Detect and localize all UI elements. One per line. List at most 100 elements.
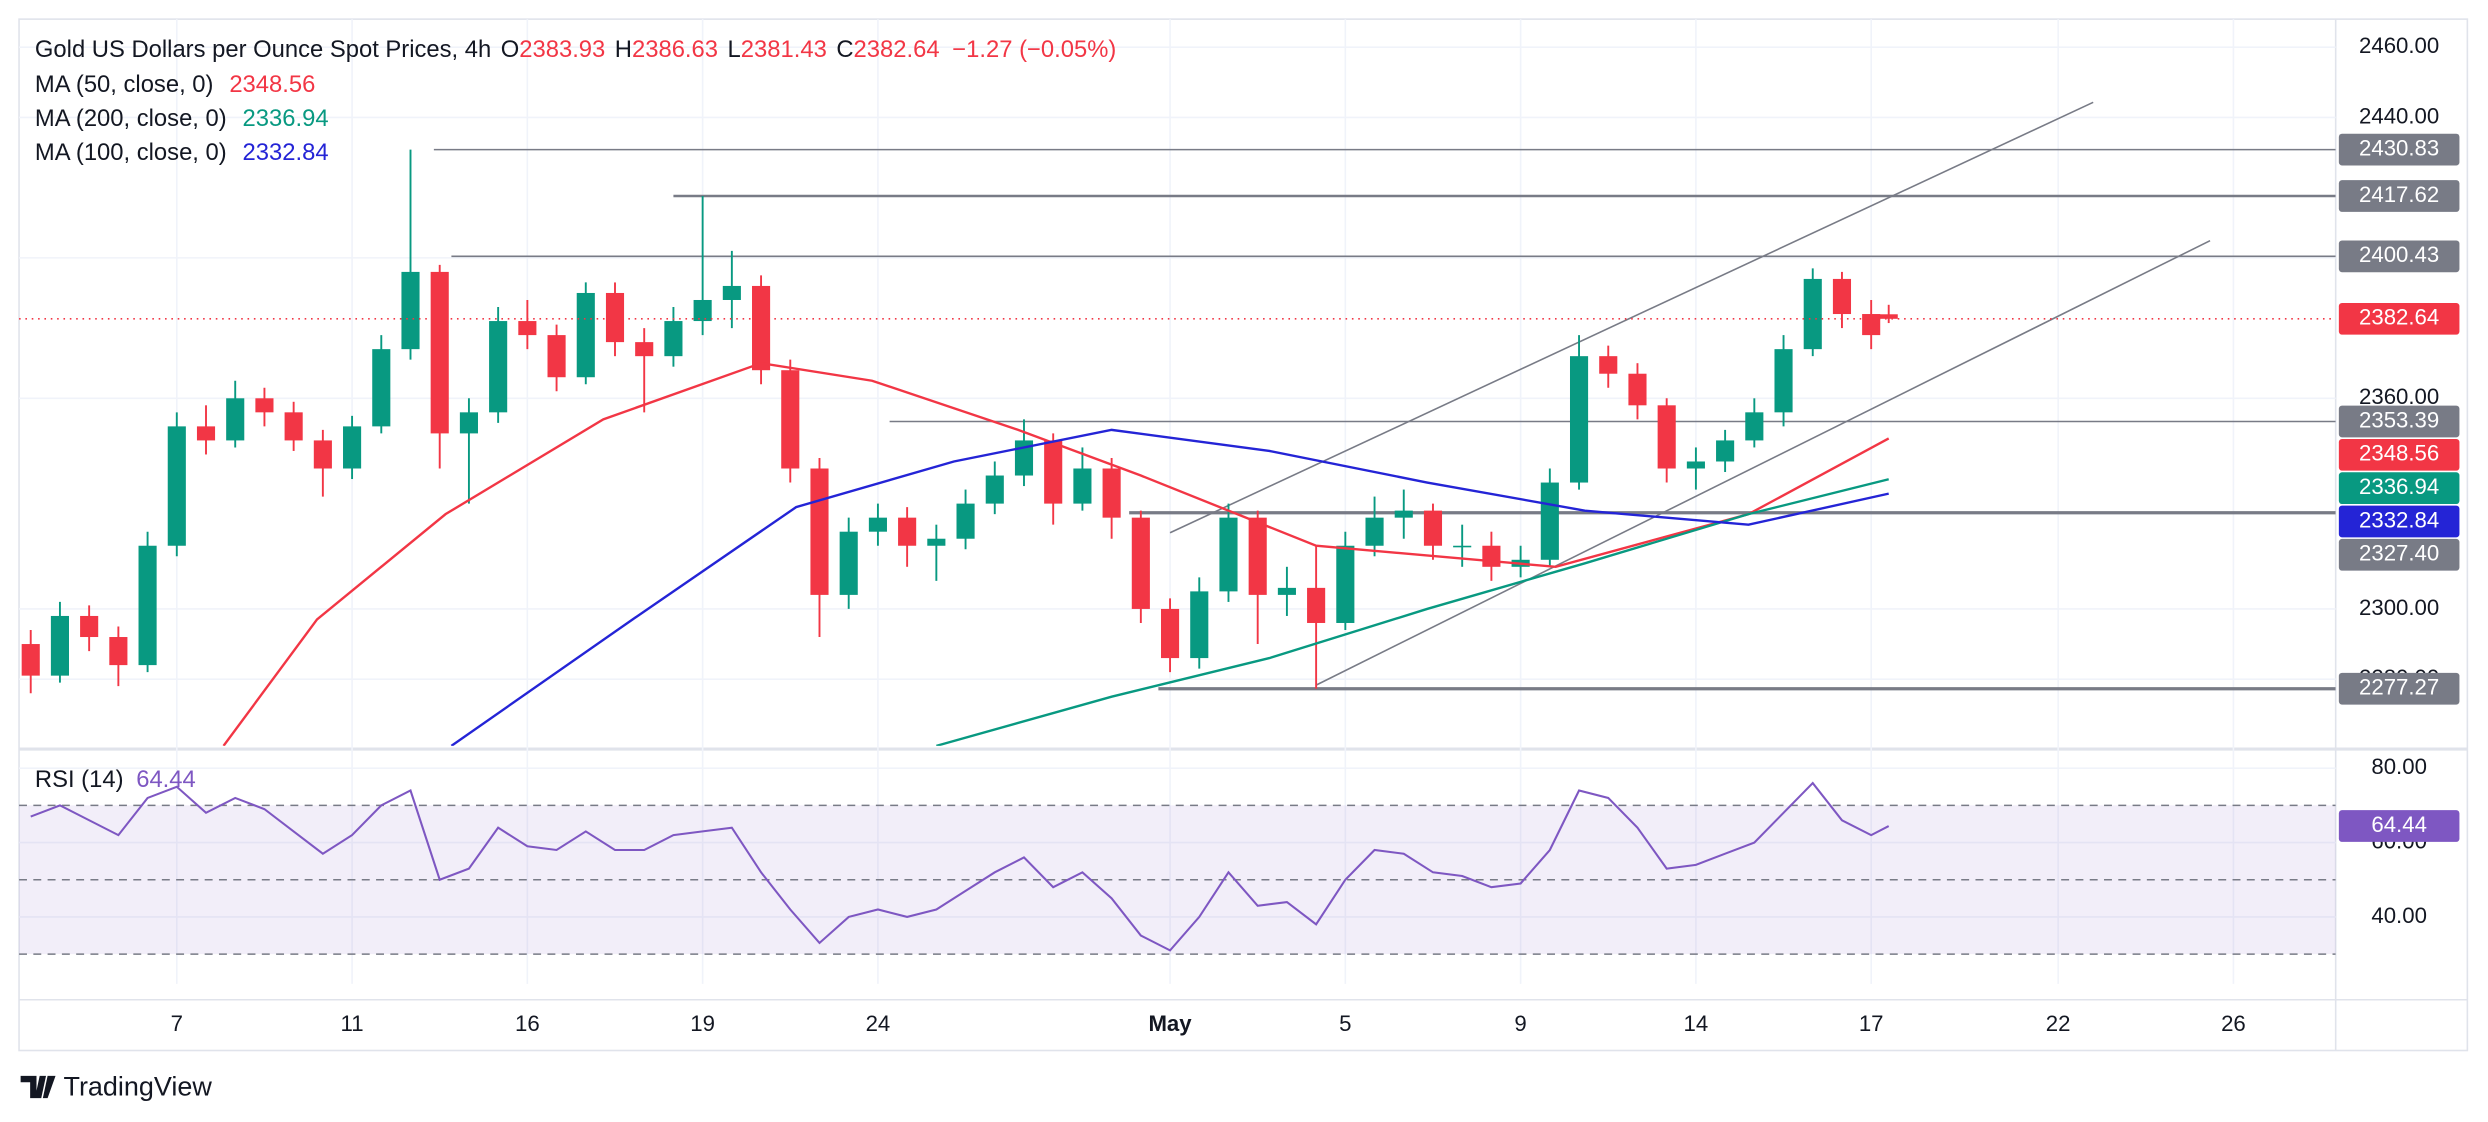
candle-body — [1774, 349, 1793, 413]
price-label: 2430.83 — [2359, 135, 2439, 160]
candle-body — [1879, 314, 1898, 319]
rsi-name: RSI (14) — [35, 766, 124, 793]
ohlc-prefix: H — [615, 36, 632, 63]
logo: TradingView — [20, 1072, 212, 1102]
candle-body — [635, 342, 654, 357]
legend-entry: MA (50, close, 0) 2348.56 — [35, 71, 315, 98]
ohlc-prefix: C — [836, 36, 853, 63]
candle-body — [547, 335, 566, 378]
candle-body — [1686, 461, 1705, 469]
candle-body — [80, 615, 99, 638]
candle-body — [810, 468, 829, 595]
candle-body — [1248, 517, 1267, 595]
logo-icon — [20, 1075, 56, 1099]
price-label: 2382.64 — [2359, 305, 2439, 330]
x-tick-label: 11 — [341, 1011, 364, 1036]
x-tick-label: 19 — [690, 1011, 715, 1036]
candle-body — [21, 644, 40, 676]
price-label: 2353.39 — [2359, 407, 2439, 432]
legend-entry: MA (100, close, 0) 2332.84 — [35, 139, 329, 166]
price-label-bg — [2338, 133, 2460, 166]
rsi-legend: RSI (14) 64.44 — [35, 766, 196, 793]
candle-body — [1540, 482, 1559, 560]
candle-body — [1394, 510, 1413, 518]
title: Gold US Dollars per Ounce Spot Prices, 4… — [35, 36, 491, 63]
x-tick-label: 9 — [1514, 1011, 1526, 1036]
candle-body — [313, 440, 332, 469]
x-tick-label: 14 — [1684, 1011, 1709, 1036]
candle-body — [1423, 510, 1443, 546]
candle-body — [605, 292, 625, 343]
legend-name: MA (100, close, 0) — [35, 139, 227, 166]
candle-body — [868, 517, 887, 532]
candle-body — [1190, 591, 1209, 659]
candle-body — [985, 475, 1004, 504]
candle-body — [664, 321, 683, 357]
candle-body — [1073, 468, 1092, 504]
legend-name: MA (200, close, 0) — [35, 105, 227, 132]
candle-body — [1745, 412, 1764, 441]
price-label-bg — [2338, 538, 2460, 571]
rsi-pane — [19, 781, 2336, 955]
ohlc-value: 2383.93 — [519, 36, 605, 63]
candle-body — [1307, 587, 1326, 623]
trend-line — [1315, 239, 2211, 686]
x-tick-label: 24 — [866, 1011, 891, 1036]
candle-body — [255, 398, 274, 413]
rsi-value: 64.44 — [136, 766, 196, 793]
y-tick-label: 2360.00 — [2359, 384, 2439, 409]
price-label-bg — [2338, 472, 2460, 505]
moving-average — [936, 478, 1889, 746]
rsi-label: 64.44 — [2371, 812, 2427, 837]
price-label: 2336.94 — [2359, 474, 2439, 499]
price-label: 2277.27 — [2359, 675, 2439, 700]
grid — [19, 19, 2336, 984]
candle-body — [1160, 608, 1180, 659]
candle-body — [1832, 278, 1852, 315]
candle-body — [1862, 314, 1881, 336]
candle-body — [576, 292, 595, 378]
price-label-bg — [2338, 302, 2460, 335]
rsi-label-bg — [2338, 810, 2460, 842]
candle-body — [343, 426, 362, 469]
price-label-bg — [2338, 505, 2460, 538]
candle-body — [1277, 587, 1296, 595]
candle-body — [226, 398, 245, 441]
candle-body — [1803, 278, 1822, 350]
moving-average — [222, 361, 1890, 746]
candle-body — [898, 517, 917, 546]
candle-body — [401, 271, 420, 350]
candle-body — [956, 503, 975, 539]
legend-value: 2332.84 — [243, 139, 329, 166]
candle-body — [722, 285, 741, 300]
candle-body — [1336, 545, 1355, 623]
candle-body — [1569, 356, 1589, 483]
price-label-bg — [2338, 405, 2460, 438]
price-pane — [19, 101, 2336, 746]
candle-body — [50, 615, 69, 676]
rsi-line — [30, 781, 1890, 952]
candle-body — [1453, 545, 1472, 548]
ohlc-prefix: L — [728, 36, 741, 63]
candle-body — [781, 370, 800, 469]
candle-body — [1131, 517, 1150, 609]
x-tick-label: 5 — [1339, 1011, 1351, 1036]
x-tick-label: May — [1148, 1011, 1192, 1036]
ohlc-value: 2382.64 — [854, 36, 940, 63]
price-label: 2348.56 — [2359, 441, 2439, 466]
price-label: 2332.84 — [2359, 507, 2439, 532]
legend: Gold US Dollars per Ounce Spot Prices, 4… — [35, 36, 1116, 793]
candle-body — [1657, 405, 1676, 469]
candle-body — [1716, 440, 1735, 462]
price-label-bg — [2338, 240, 2460, 273]
candle-body — [109, 637, 128, 666]
rsi-tick-label: 80.00 — [2371, 754, 2427, 779]
x-tick-label: 7 — [171, 1011, 183, 1036]
legend-entry: MA (200, close, 0) 2336.94 — [35, 105, 329, 132]
ohlc-value: 2381.43 — [741, 36, 827, 63]
price-label-bg — [2338, 180, 2460, 212]
candle-body — [1482, 545, 1501, 567]
x-tick-label: 16 — [515, 1011, 540, 1036]
